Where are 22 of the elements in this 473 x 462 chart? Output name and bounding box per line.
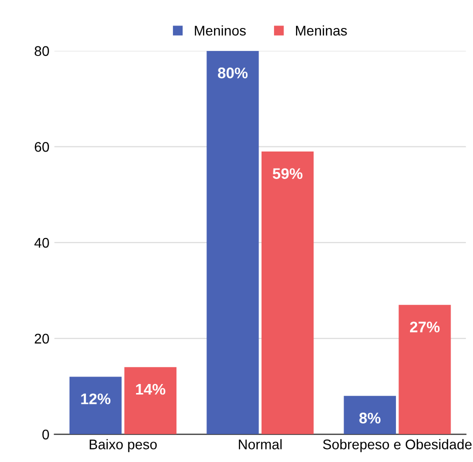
data-label: 8% — [359, 412, 381, 424]
bar — [262, 151, 314, 434]
data-label: 59% — [272, 168, 302, 180]
data-label: 80% — [218, 68, 248, 78]
legend-label: Meninas — [296, 25, 347, 36]
bar — [206, 50, 259, 434]
y-tick-label: 80 — [34, 46, 49, 56]
y-tick-label: 0 — [42, 430, 49, 440]
x-tick-label: Normal — [238, 439, 282, 450]
y-tick-label: 60 — [34, 142, 49, 152]
bar — [344, 396, 396, 434]
x-tick-label: Baixo peso — [90, 439, 157, 452]
legend-label: Meninos — [194, 25, 246, 36]
data-label: 27% — [410, 322, 440, 332]
data-label: 14% — [136, 384, 166, 395]
x-tick-label: Sobrepeso e Obesidade — [323, 439, 472, 452]
bar — [124, 367, 176, 434]
bar — [69, 376, 122, 434]
bar — [398, 304, 451, 434]
y-tick-label: 20 — [34, 334, 49, 344]
data-label: 12% — [81, 393, 110, 404]
y-tick-label: 40 — [34, 238, 49, 248]
